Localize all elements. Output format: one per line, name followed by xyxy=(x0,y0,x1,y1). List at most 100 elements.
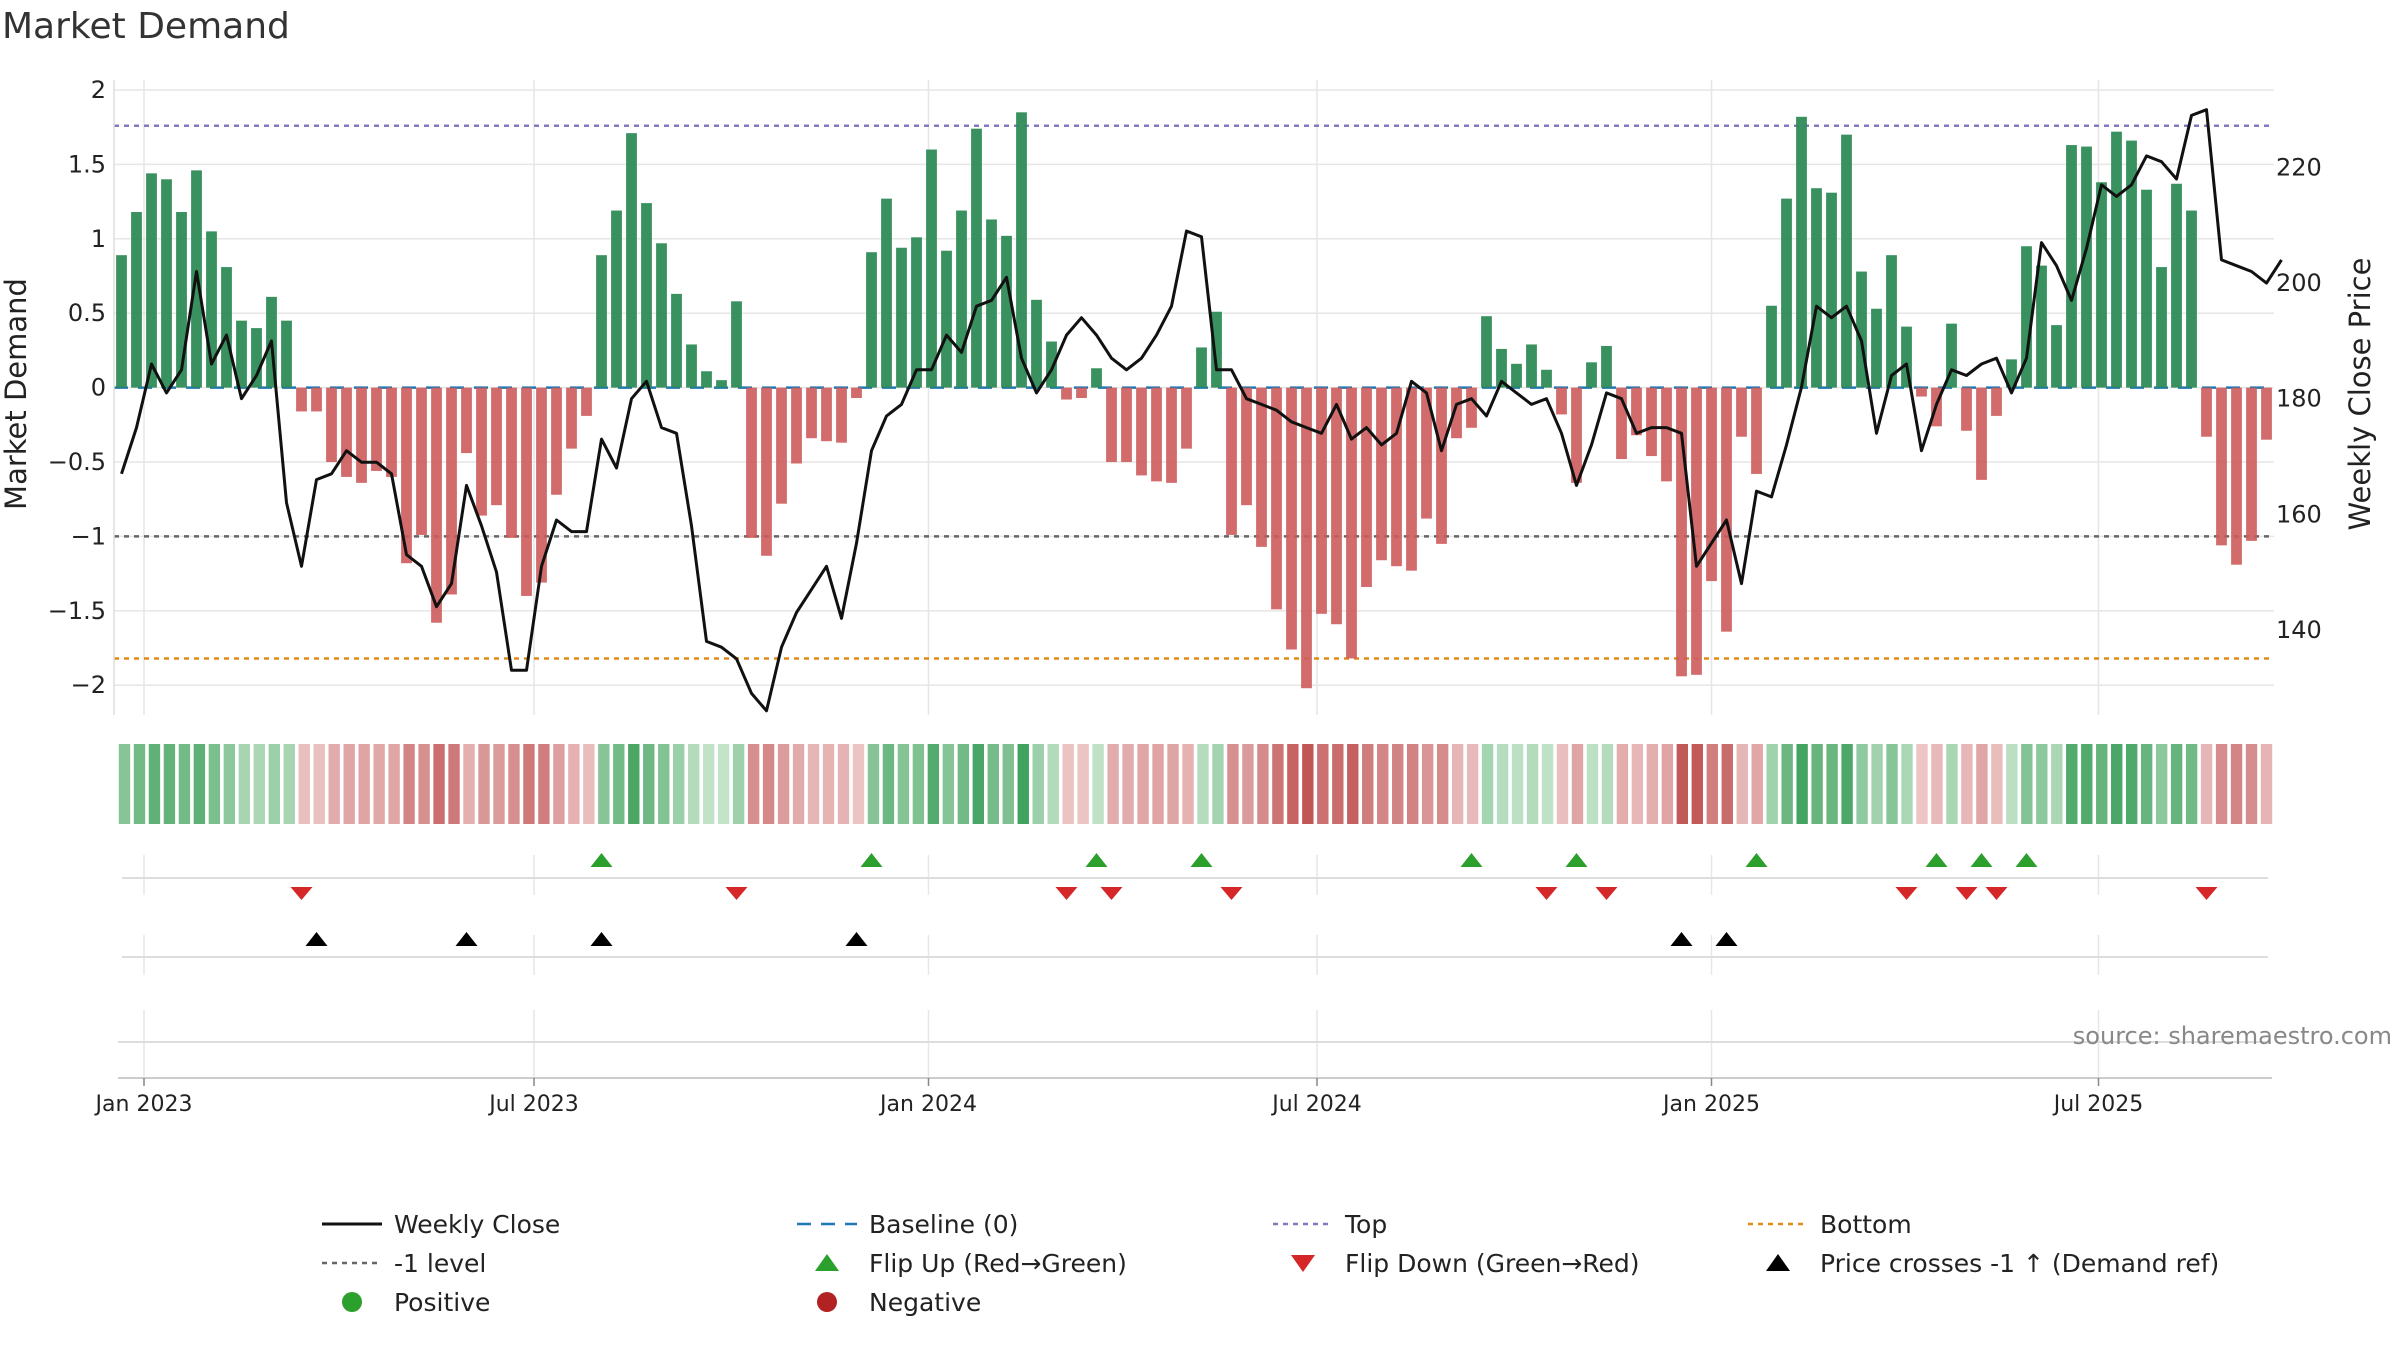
heat-cell xyxy=(777,744,790,824)
flip-up-marker xyxy=(1085,853,1108,867)
demand-tick-label: 0 xyxy=(91,374,106,402)
flip-up-marker xyxy=(1190,853,1213,867)
demand-bar-positive xyxy=(1481,316,1492,388)
legend-label-flip_down: Flip Down (Green→Red) xyxy=(1345,1249,1640,1278)
heat-cell xyxy=(1586,744,1599,824)
demand-bar-positive xyxy=(656,243,667,388)
heat-cell xyxy=(1976,744,1988,824)
demand-bar-negative xyxy=(1736,387,1747,437)
demand-bar-positive xyxy=(2066,145,2077,388)
heat-cell xyxy=(1691,744,1703,824)
date-tick-label: Jul 2025 xyxy=(2052,1092,2144,1117)
heat-cell xyxy=(1167,744,1179,824)
heat-cell xyxy=(1332,744,1344,824)
demand-bar-positive xyxy=(1526,344,1537,388)
heat-cell xyxy=(927,744,940,824)
heat-cell xyxy=(328,744,340,824)
demand-bar-positive xyxy=(686,344,697,388)
heat-cell xyxy=(822,744,835,824)
close-line-layer xyxy=(120,108,2283,713)
price-tick-label: 220 xyxy=(2276,153,2322,181)
heat-cell xyxy=(1227,744,1239,824)
heat-cell xyxy=(1377,744,1389,824)
heat-cell xyxy=(658,744,670,824)
demand-bar-positive xyxy=(911,237,922,388)
legend-label-price_cross: Price crosses -1 ↑ (Demand ref) xyxy=(1820,1249,2219,1278)
demand-bar-negative xyxy=(551,387,562,495)
demand-bar-negative xyxy=(1571,387,1582,483)
heat-cell xyxy=(343,744,355,824)
demand-bar-negative xyxy=(536,387,547,583)
demand-bar-negative xyxy=(761,387,772,556)
heat-cell xyxy=(508,744,520,824)
flip-up-marker xyxy=(860,853,883,867)
demand-tick-label: −1.5 xyxy=(48,597,106,625)
heat-cell xyxy=(1766,744,1778,824)
demand-bar-negative xyxy=(1181,387,1192,449)
demand-bar-negative xyxy=(1631,387,1642,436)
heat-cell xyxy=(493,744,505,824)
demand-tick-label: 2 xyxy=(91,76,106,104)
heat-cell xyxy=(852,744,865,824)
demand-bar-negative xyxy=(1916,387,1927,397)
heat-cell xyxy=(1646,744,1659,824)
heat-cell xyxy=(1257,744,1269,824)
heat-cell xyxy=(882,744,895,824)
heat-cell xyxy=(568,744,580,824)
demand-bar-negative xyxy=(2231,387,2242,565)
heat-cell xyxy=(1616,744,1629,824)
heat-cell xyxy=(1526,744,1539,824)
heat-cell xyxy=(613,744,625,824)
flip-down-marker xyxy=(1535,887,1558,900)
demand-bar-positive xyxy=(1796,116,1807,388)
heat-cell xyxy=(1137,744,1149,824)
demand-tick-label: 1.5 xyxy=(68,150,106,178)
price-cross-marker xyxy=(1670,932,1693,946)
heat-cell xyxy=(762,744,775,824)
heat-cell xyxy=(418,744,430,824)
demand-bar-positive xyxy=(176,212,187,388)
heat-cell xyxy=(2230,744,2243,824)
demand-bar-negative xyxy=(476,387,487,516)
heat-cell xyxy=(583,744,595,824)
demand-bar-positive xyxy=(971,128,982,388)
legend-negative-swatch xyxy=(817,1292,837,1312)
heat-cell xyxy=(313,744,325,824)
demand-bar-positive xyxy=(596,255,607,388)
flip-down-marker xyxy=(1595,887,1618,900)
demand-bar-negative xyxy=(296,387,307,412)
date-tick-label: Jul 2024 xyxy=(1270,1092,1362,1117)
heat-cell xyxy=(1571,744,1584,824)
demand-bar-positive xyxy=(1541,369,1552,388)
demand-bar-positive xyxy=(2006,359,2017,388)
demand-bar-negative xyxy=(1466,387,1477,428)
demand-bar-negative xyxy=(1436,387,1447,544)
flip-down-marker xyxy=(1895,887,1918,900)
price-cross-marker xyxy=(1715,932,1738,946)
heat-cell xyxy=(403,744,415,824)
legend-label-positive: Positive xyxy=(394,1288,490,1317)
demand-bar-negative xyxy=(1256,387,1267,547)
legend-positive-swatch xyxy=(342,1292,362,1312)
heat-cell xyxy=(2200,744,2213,824)
heat-cell xyxy=(193,744,206,824)
demand-bar-positive xyxy=(866,252,877,388)
demand-bar-negative xyxy=(1121,387,1132,463)
legend-label-flip_up: Flip Up (Red→Green) xyxy=(869,1249,1127,1278)
demand-bar-negative xyxy=(776,387,787,504)
heat-cell xyxy=(1826,744,1838,824)
demand-bar-negative xyxy=(416,387,427,535)
heat-cell xyxy=(2155,744,2168,824)
demand-bar-positive xyxy=(1196,347,1207,388)
heat-cell xyxy=(1751,744,1763,824)
heat-cell xyxy=(1287,744,1299,824)
demand-bar-negative xyxy=(401,387,412,564)
heat-cell xyxy=(1062,744,1074,824)
demand-bar-positive xyxy=(941,250,952,388)
price-tick-label: 180 xyxy=(2276,385,2322,413)
demand-bar-positive xyxy=(926,149,937,388)
heat-cell xyxy=(448,744,460,824)
demand-bar-negative xyxy=(746,387,757,538)
demand-bar-negative xyxy=(1691,387,1702,675)
demand-bar-positive xyxy=(1841,134,1852,388)
